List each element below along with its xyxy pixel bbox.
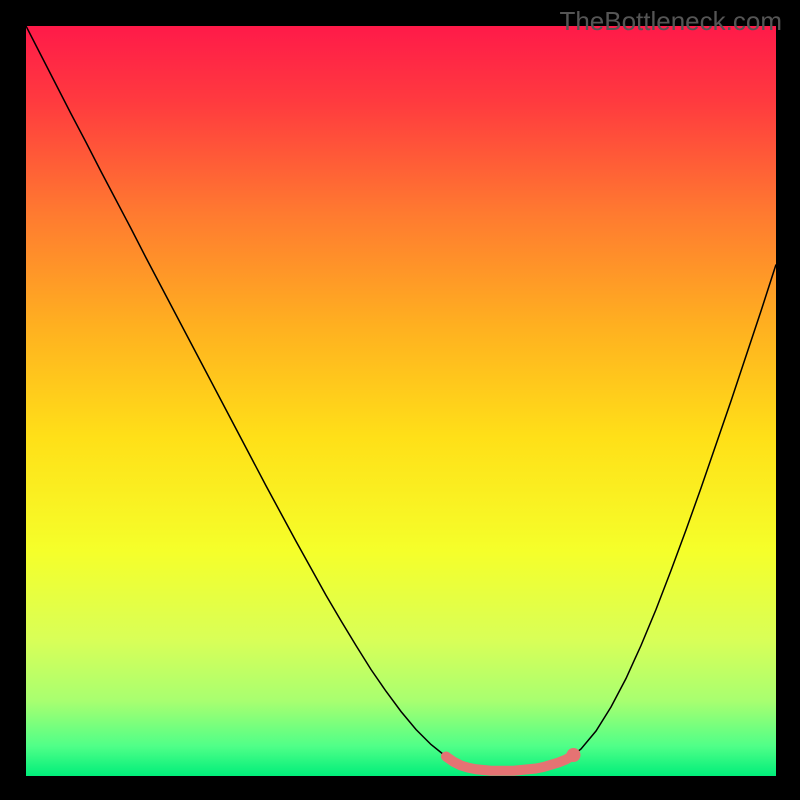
chart-container: TheBottleneck.com [0,0,800,800]
highlight-dot [567,748,581,762]
gradient-background [26,26,776,776]
plot-svg [26,26,776,776]
watermark-text: TheBottleneck.com [559,6,782,37]
